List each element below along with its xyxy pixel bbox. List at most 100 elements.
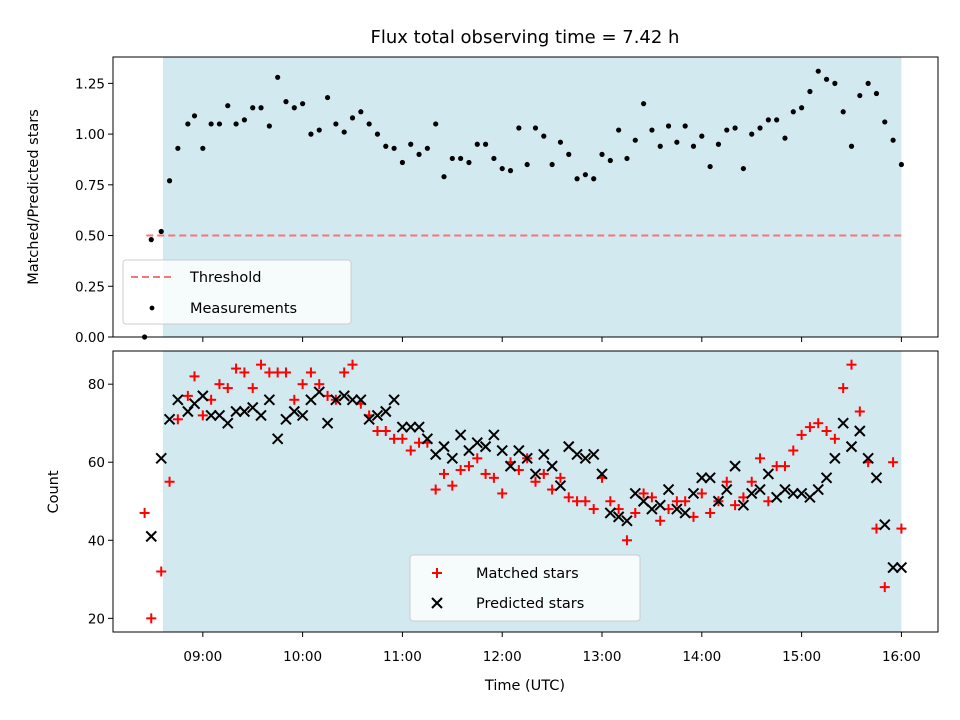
top-panel-frame <box>112 56 939 338</box>
predicted-star-marker <box>812 483 824 496</box>
measurement-point <box>158 228 164 235</box>
x-tick-label: 09:00 <box>183 649 222 665</box>
matched-star-marker <box>463 461 474 472</box>
predicted-star-marker <box>155 452 167 465</box>
y-tick-label: 0.50 <box>75 229 105 245</box>
x-axis-label: Time (UTC) <box>484 678 565 694</box>
matched-star-marker <box>879 582 890 593</box>
measurement-point <box>482 141 489 147</box>
predicted-star-marker <box>421 433 434 445</box>
matched-star-marker <box>256 359 267 370</box>
predicted-star-marker <box>696 472 708 484</box>
matched-star-marker <box>896 523 907 534</box>
measurement-point <box>599 151 605 157</box>
predicted-star-marker <box>405 421 417 433</box>
predicted-star-marker <box>338 390 350 402</box>
matched-star-marker <box>696 488 707 499</box>
top-y-ticks: 0.00 0.25 0.50 0.75 1.00 1.25 <box>75 76 113 346</box>
x-tick-label: 12:00 <box>483 649 522 665</box>
measurement-point <box>665 123 672 129</box>
matched-star-marker <box>239 367 250 378</box>
y-tick-label: 80 <box>88 377 105 393</box>
matched-star-marker <box>555 472 566 483</box>
predicted-star-marker <box>879 518 891 531</box>
measurement-point <box>491 155 497 162</box>
predicted-star-marker <box>438 440 450 453</box>
measurement-point <box>399 159 406 166</box>
measurement-point <box>624 155 630 162</box>
bottom-panel: Count Time (UTC) 20 40 60 80 09:00 10:00 11:0… <box>46 350 939 694</box>
measurement-point <box>241 117 248 123</box>
measurement-point <box>441 174 447 180</box>
predicted-star-marker <box>679 507 691 519</box>
measurement-point <box>374 131 381 137</box>
matched-star-marker <box>888 457 899 468</box>
matched-stars-legend-swatch <box>432 568 442 578</box>
measurement-point <box>166 178 173 184</box>
predicted-star-marker <box>854 425 866 437</box>
measurement-point <box>815 68 821 74</box>
predicted-star-marker <box>321 417 334 429</box>
measurement-point <box>616 127 622 133</box>
predicted-star-marker <box>579 452 592 465</box>
predicted-star-marker <box>521 452 533 465</box>
measurement-point <box>250 105 256 111</box>
measurement-point <box>699 133 705 139</box>
predicted-star-marker <box>546 460 558 472</box>
measurement-point <box>225 103 231 109</box>
top-x-ticks <box>202 337 902 342</box>
predicted-star-marker <box>271 433 284 445</box>
matched-star-marker <box>730 500 741 511</box>
measurement-point <box>890 137 896 143</box>
measurement-point <box>707 163 713 170</box>
y-tick-label: 1.00 <box>75 127 105 143</box>
matched-star-marker <box>297 379 308 390</box>
measurement-point <box>807 88 813 95</box>
measurement-point <box>507 168 514 174</box>
matched-star-marker <box>538 468 549 479</box>
predicted-star-marker <box>230 405 242 418</box>
matched-star-marker <box>497 488 508 499</box>
predicted-star-marker <box>687 487 700 500</box>
measurement-point <box>632 137 638 143</box>
measurement-point <box>424 145 430 151</box>
matched-star-marker <box>214 379 225 390</box>
measurement-point <box>349 115 356 121</box>
measurement-point <box>333 121 339 127</box>
bottom-panel-frame <box>112 350 939 633</box>
measurements-legend-label: Measurements <box>190 301 297 317</box>
measurement-point <box>740 165 746 172</box>
x-tick-label: 13:00 <box>583 649 622 665</box>
predicted-star-marker <box>729 460 741 472</box>
matched-star-marker <box>438 468 449 479</box>
matched-star-marker <box>280 367 291 378</box>
predicted-star-marker <box>787 487 799 500</box>
measurement-point <box>774 117 780 123</box>
x-tick-label: 16:00 <box>882 649 921 665</box>
measurement-point <box>524 161 530 168</box>
predicted-star-marker <box>145 530 157 543</box>
measurement-point <box>208 121 214 127</box>
y-tick-label: 20 <box>88 611 105 627</box>
measurement-point <box>200 145 206 151</box>
measurement-point <box>516 125 522 131</box>
predicted-star-marker <box>446 452 459 465</box>
measurement-point <box>324 94 331 101</box>
matched-star-marker <box>197 410 208 421</box>
measurement-point <box>233 121 239 127</box>
matched-star-marker <box>705 507 716 518</box>
predicted-star-marker <box>704 472 716 484</box>
matched-star-marker <box>339 367 350 378</box>
measurement-point <box>840 109 846 115</box>
matched-star-marker <box>289 394 300 405</box>
measurement-point <box>308 131 314 137</box>
measurement-point <box>765 117 771 123</box>
matched-stars-legend-label: Matched stars <box>476 566 579 582</box>
x-tick-label: 14:00 <box>682 649 721 665</box>
predicted-star-marker <box>646 503 658 515</box>
matched-star-marker <box>838 383 849 394</box>
measurement-point <box>532 125 539 131</box>
matched-star-marker <box>447 480 458 491</box>
predicted-star-marker <box>837 417 849 429</box>
